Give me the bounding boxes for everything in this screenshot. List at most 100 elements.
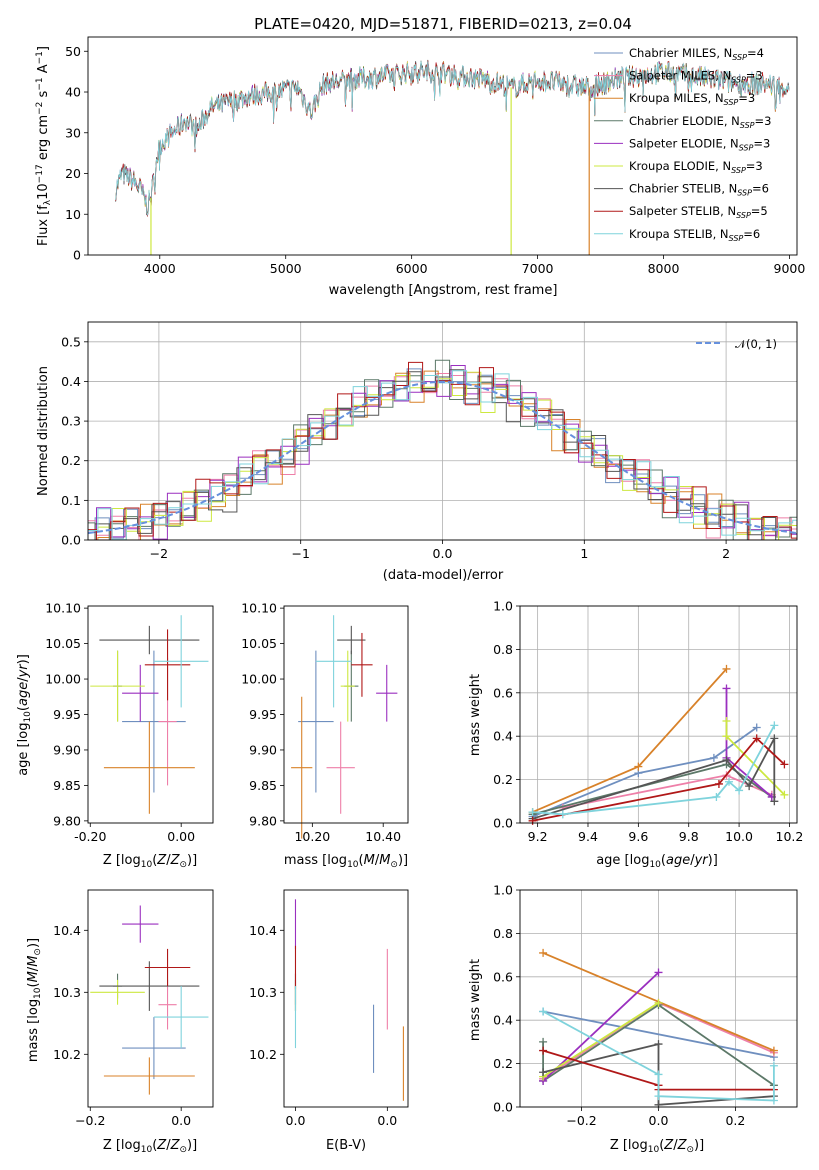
legend-entry: Chabrier STELIB, NSSP=6 [629, 182, 769, 198]
x-tick-label: −0.2 [75, 1113, 105, 1128]
errorbar-kroupa_stelib [153, 615, 209, 708]
legend-entry: Kroupa ELODIE, NSSP=3 [629, 159, 763, 175]
y-tick-label: 30 [65, 125, 81, 140]
x-tick-label: 10.0 [725, 829, 753, 844]
histogram-kroupa_miles [88, 370, 797, 540]
y-tick-label: 0.3 [61, 414, 81, 429]
weight-line-kroupa_miles [532, 668, 728, 813]
y-tick-label: 10.3 [249, 985, 277, 1000]
weight-marker [722, 717, 731, 726]
histogram-chabrier_stelib [88, 369, 797, 540]
normal-curve [87, 380, 798, 535]
weight-marker [735, 786, 744, 795]
x-tick-label: 9.4 [578, 829, 598, 844]
y-tick-label: 10.3 [53, 985, 81, 1000]
weight-marker [528, 808, 537, 817]
weight-marker [745, 782, 754, 791]
errorbar-chabrier_stelib [99, 625, 200, 655]
errorbar-kroupa_stelib [315, 615, 352, 708]
weight-marker [654, 1092, 663, 1101]
legend-entry: 𝒩(0, 1) [735, 337, 777, 351]
x-tick-label: 0.2 [725, 1113, 745, 1128]
errorbar-kroupa_miles [103, 1057, 195, 1095]
legend-entry: Chabrier ELODIE, NSSP=3 [629, 114, 771, 130]
chart-layer: 4000 5000 6000 7000 8000 9000 0 10 20 30 40 50 Chabr… [45, 36, 806, 1128]
errorbar-chabrier_miles [298, 650, 334, 793]
errorbar-salpeter_stelib [351, 632, 373, 697]
x-tick-label: 0.0 [377, 1113, 397, 1128]
massZ-ylabel: mass [log10(M/M⊙)] [26, 938, 43, 1062]
errorbar-chabrier_stelib [337, 625, 366, 655]
y-tick-label: 0.1 [61, 493, 81, 508]
legend-entry: Salpeter MILES, NSSP=3 [629, 69, 763, 85]
errorbar-salpeter_elodie [122, 905, 159, 943]
weight-line-chabrier_miles [542, 1010, 775, 1058]
spectrum-legend: Chabrier MILES, NSSP=4 Salpeter MILES, NS… [594, 46, 771, 243]
weight-line-kroupa_stelib [532, 724, 776, 816]
x-tick-label: 0.0 [649, 1113, 669, 1128]
x-tick-label: 9.8 [679, 829, 699, 844]
mwAge-xlabel: age [log10(age/yr)] [596, 853, 718, 870]
y-tick-label: 0.4 [493, 729, 513, 744]
weight-marker [528, 816, 537, 825]
x-tick-label: −0.2 [566, 1113, 596, 1128]
x-tick-label: 1 [580, 546, 588, 561]
y-tick-label: 9.85 [249, 778, 277, 793]
x-tick-label: 4000 [144, 261, 176, 276]
x-tick-label: 8000 [648, 261, 680, 276]
figure-title: PLATE=0420, MJD=51871, FIBERID=0213, z=0… [254, 15, 632, 33]
y-tick-label: 0.5 [61, 334, 81, 349]
y-tick-label: 10.05 [241, 636, 277, 651]
y-tick-label: 0.2 [61, 453, 81, 468]
weight-marker [539, 1046, 548, 1055]
legend-entry: Kroupa MILES, NSSP=3 [629, 91, 755, 107]
massEbv-xlabel: E(B-V) [326, 1138, 366, 1153]
weight-marker [770, 721, 779, 730]
y-tick-label: 1.0 [493, 599, 513, 614]
x-tick-label: 10.2 [776, 829, 804, 844]
y-tick-label: 0.2 [493, 1056, 513, 1071]
x-tick-label: 0.0 [286, 1113, 306, 1128]
x-tick-label: 9000 [774, 261, 806, 276]
weight-line-salpeter_stelib [532, 737, 786, 822]
x-tick-label: 5000 [270, 261, 302, 276]
y-tick-label: 0.4 [61, 374, 81, 389]
y-tick-label: 40 [65, 85, 81, 100]
y-tick-label: 10.00 [241, 672, 277, 687]
mass_weight_vs_Z-frame [519, 889, 798, 1108]
y-tick-label: 10.10 [45, 601, 81, 616]
weight-marker [539, 948, 548, 957]
residuals-xlabel: (data-model)/error [383, 568, 504, 583]
x-tick-label: 10.20 [294, 829, 330, 844]
x-tick-label: 10.40 [365, 829, 401, 844]
errorbar-kroupa_miles [291, 696, 313, 839]
x-tick-label: 9.2 [528, 829, 548, 844]
weight-marker [722, 664, 731, 673]
y-tick-label: 10.4 [53, 923, 81, 938]
legend-entry: Kroupa STELIB, NSSP=6 [629, 227, 760, 243]
weight-marker [539, 1037, 548, 1046]
weight-marker [752, 723, 761, 732]
x-tick-label: −1 [291, 546, 309, 561]
y-tick-label: 10 [65, 207, 81, 222]
mass_weight_vs_age-axes: 9.2 9.4 9.6 9.8 10.0 10.2 0.0 0.2 0.4 0.6 0.8 1.0 [493, 599, 803, 845]
mwZ-xlabel: Z [log10(Z/Z⊙)] [610, 1138, 704, 1155]
y-tick-label: 10.2 [249, 1047, 277, 1062]
weight-marker [769, 1061, 778, 1070]
spectrum-line-kroupa_stelib [115, 61, 790, 217]
errorbar-chabrier_stelib [99, 961, 200, 1011]
residuals-frame [87, 321, 798, 541]
mass_vs_ebv-axes: 0.0 0.0 10.2 10.3 10.4 [249, 923, 397, 1128]
legend-entry: Salpeter STELIB, NSSP=5 [629, 204, 768, 220]
weight-marker [725, 777, 734, 786]
y-tick-label: 10.00 [45, 672, 81, 687]
errorbar-kroupa_stelib [153, 986, 209, 1049]
y-tick-label: 0.0 [493, 1100, 513, 1115]
y-tick-label: 0.8 [493, 926, 513, 941]
mwZ-ylabel: mass weight [468, 959, 483, 1041]
weight-marker [654, 968, 663, 977]
errorbar-kroupa_elodie [90, 650, 145, 722]
legend-entry: Chabrier MILES, NSSP=4 [629, 46, 764, 62]
x-tick-label: -0.20 [74, 829, 106, 844]
y-tick-label: 9.80 [53, 813, 81, 828]
